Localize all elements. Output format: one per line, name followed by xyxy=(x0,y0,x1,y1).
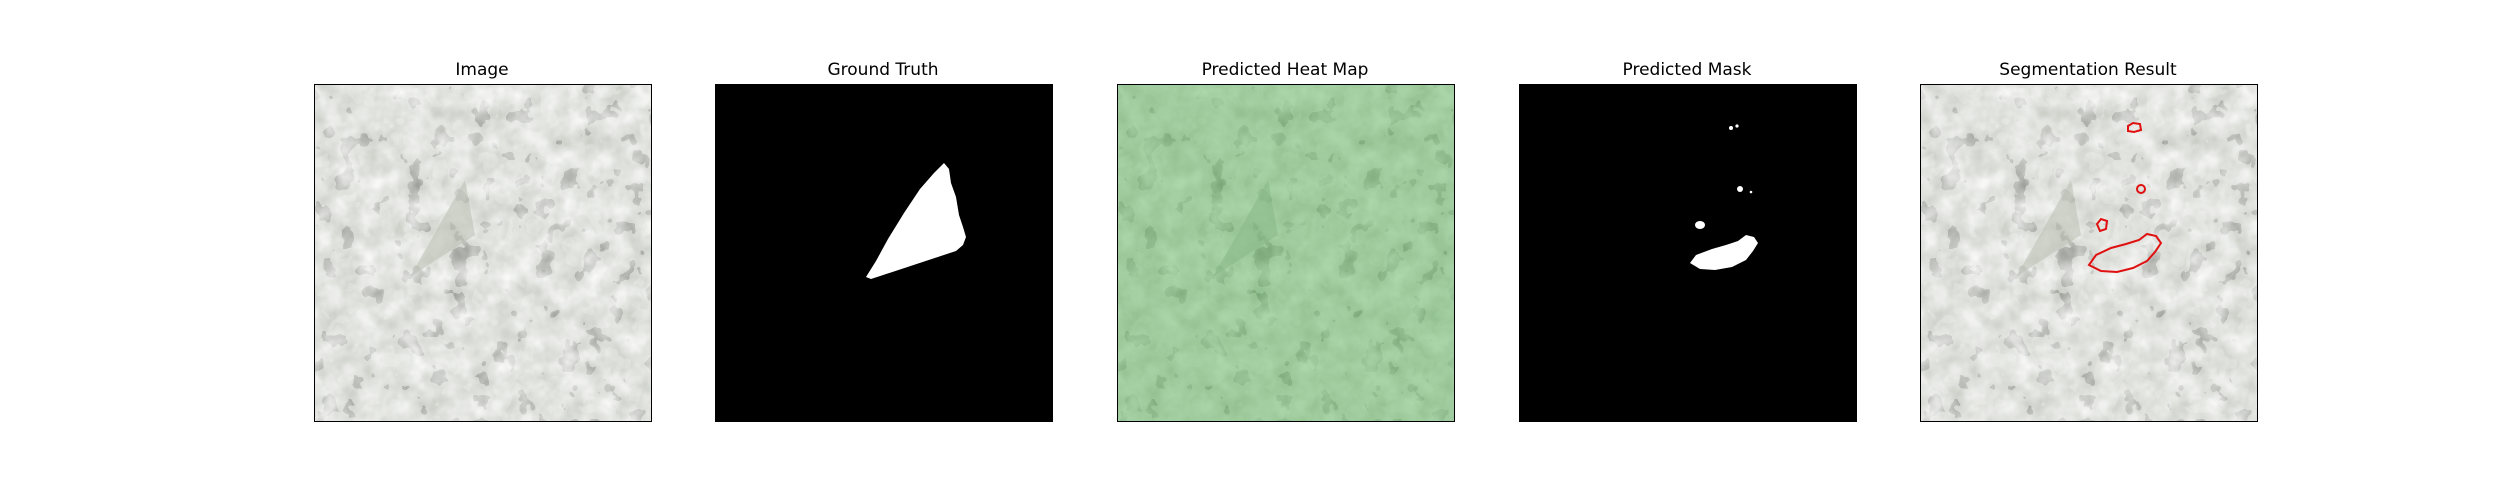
panel-title-ground-truth: Ground Truth xyxy=(827,60,939,80)
ground-truth-svg xyxy=(716,85,1052,421)
heat-map-overlay xyxy=(1118,85,1454,421)
panel-segmentation xyxy=(1920,84,2258,422)
mask-blob-small xyxy=(1695,221,1705,229)
mask-blob-main xyxy=(1690,235,1758,270)
ground-truth-region xyxy=(866,163,966,279)
panel-ground-truth xyxy=(715,84,1053,422)
panel-title-image: Image xyxy=(455,60,509,80)
image-svg xyxy=(315,85,651,421)
panel-heat-map xyxy=(1117,84,1455,422)
mask-speck xyxy=(1737,186,1743,192)
mask-speck xyxy=(1749,190,1753,194)
panel-title-segmentation: Segmentation Result xyxy=(1999,60,2177,80)
panel-title-heat-map: Predicted Heat Map xyxy=(1201,60,1369,80)
segmentation-svg xyxy=(1921,85,2257,421)
panel-title-predicted-mask: Predicted Mask xyxy=(1622,60,1752,80)
predicted-mask-svg xyxy=(1520,85,1856,421)
image-texture xyxy=(315,85,651,421)
contour-main xyxy=(2087,232,2163,274)
image-defect xyxy=(410,180,475,277)
contour-speck xyxy=(2136,184,2146,194)
mask-speck xyxy=(1735,124,1739,128)
heat-map-svg xyxy=(1118,85,1454,421)
mask-speck xyxy=(1729,126,1733,130)
contour-small xyxy=(2095,217,2109,233)
panel-image xyxy=(314,84,652,422)
contour-top xyxy=(2127,121,2143,134)
panel-predicted-mask xyxy=(1519,84,1857,422)
